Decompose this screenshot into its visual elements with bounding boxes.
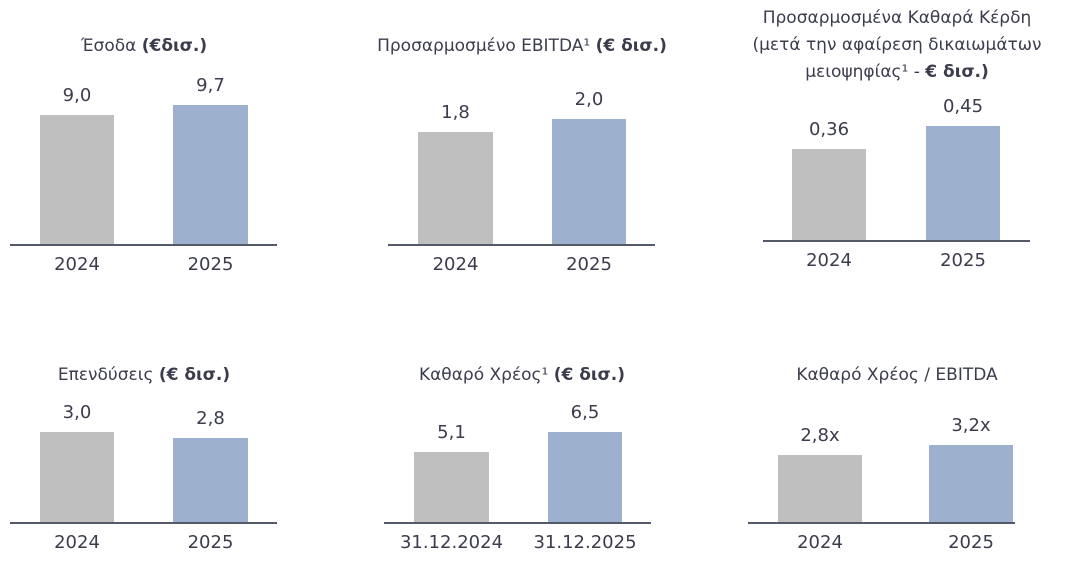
data-label: 6,5 [570, 402, 600, 423]
x-axis [10, 522, 277, 524]
title-unit: (€ δισ.) [158, 365, 231, 385]
chart-title: Προσαρμοσμένα Καθαρά Κέρδη (μετά την αφαί… [727, 5, 1067, 86]
data-label: 0,45 [942, 96, 984, 117]
chart-title: Έσοδα (€δισ.) [0, 33, 314, 60]
bar-2025 [173, 438, 248, 523]
title-line: Έσοδα (€δισ.) [0, 33, 314, 60]
x-axis [748, 522, 1015, 524]
bar-31.12.2024 [414, 451, 489, 523]
category-label: 2025 [187, 532, 234, 553]
chart-title: Προσαρμοσμένο EBITDA¹ (€ δισ.) [352, 33, 692, 60]
data-label: 9,7 [196, 75, 225, 96]
title-text: μειοψηφίας¹ - [805, 62, 926, 82]
category-label: 2024 [432, 254, 479, 275]
title-line: (μετά την αφαίρεση δικαιωμάτων [752, 35, 1042, 55]
bar-2025 [929, 445, 1013, 523]
category-label: 2024 [54, 532, 100, 553]
category-label: 2024 [806, 250, 852, 271]
bar-2024 [418, 131, 493, 245]
category-label: 2025 [566, 254, 612, 275]
data-label: 2,8x [800, 424, 840, 446]
title-text: Έσοδα [80, 36, 142, 56]
category-label: 31.12.2024 [399, 532, 504, 553]
category-label: 31.12.2025 [533, 532, 637, 553]
title-unit: (€ δισ.) [595, 36, 667, 56]
data-label: 5,1 [437, 421, 466, 443]
title-unit: (€δισ.) [141, 36, 208, 56]
data-label: 3,2x [951, 415, 991, 436]
title-line: μειοψηφίας¹ - € δισ.) [727, 59, 1067, 86]
data-label: 0,36 [808, 119, 850, 140]
data-label: 1,8 [441, 101, 470, 123]
bar-2024 [778, 454, 862, 523]
data-label: 2,0 [574, 89, 604, 110]
x-axis [10, 244, 277, 246]
bar-2024 [40, 115, 114, 245]
title-text: Προσαρμοσμένο EBITDA¹ [377, 36, 596, 56]
category-label: 2025 [187, 254, 234, 275]
category-label: 2024 [797, 532, 843, 553]
x-axis [763, 240, 1030, 242]
category-label: 2025 [940, 250, 986, 271]
bar-2024 [792, 149, 866, 241]
title-line: Επενδύσεις (€ δισ.) [0, 362, 314, 389]
data-label: 2,8 [196, 408, 225, 430]
title-text: Καθαρό Χρέος¹ [418, 365, 554, 385]
category-label: 2025 [948, 532, 994, 553]
bar-2025 [552, 119, 626, 245]
title-text: Καθαρό Χρέος / EBITDA [796, 365, 998, 385]
category-label: 2024 [54, 254, 100, 275]
bar-2025 [173, 105, 248, 245]
title-line: Καθαρό Χρέος / EBITDA [727, 362, 1067, 389]
title-line: Προσαρμοσμένο EBITDA¹ (€ δισ.) [352, 33, 692, 60]
data-label: 3,0 [62, 402, 92, 423]
chart-title: Καθαρό Χρέος / EBITDA [727, 362, 1067, 389]
bar-2025 [926, 126, 1000, 241]
bar-31.12.2025 [548, 432, 622, 523]
title-line: Προσαρμοσμένα Καθαρά Κέρδη [762, 8, 1032, 28]
bar-2024 [40, 432, 114, 523]
chart-title: Επενδύσεις (€ δισ.) [0, 362, 314, 389]
chart-title: Καθαρό Χρέος¹ (€ δισ.) [352, 362, 692, 389]
title-line: Καθαρό Χρέος¹ (€ δισ.) [352, 362, 692, 389]
title-text: Επενδύσεις [57, 365, 159, 385]
title-unit: € δισ.) [925, 62, 989, 82]
x-axis [388, 244, 655, 246]
title-unit: (€ δισ.) [553, 365, 626, 385]
x-axis [384, 522, 651, 524]
data-label: 9,0 [62, 85, 92, 107]
